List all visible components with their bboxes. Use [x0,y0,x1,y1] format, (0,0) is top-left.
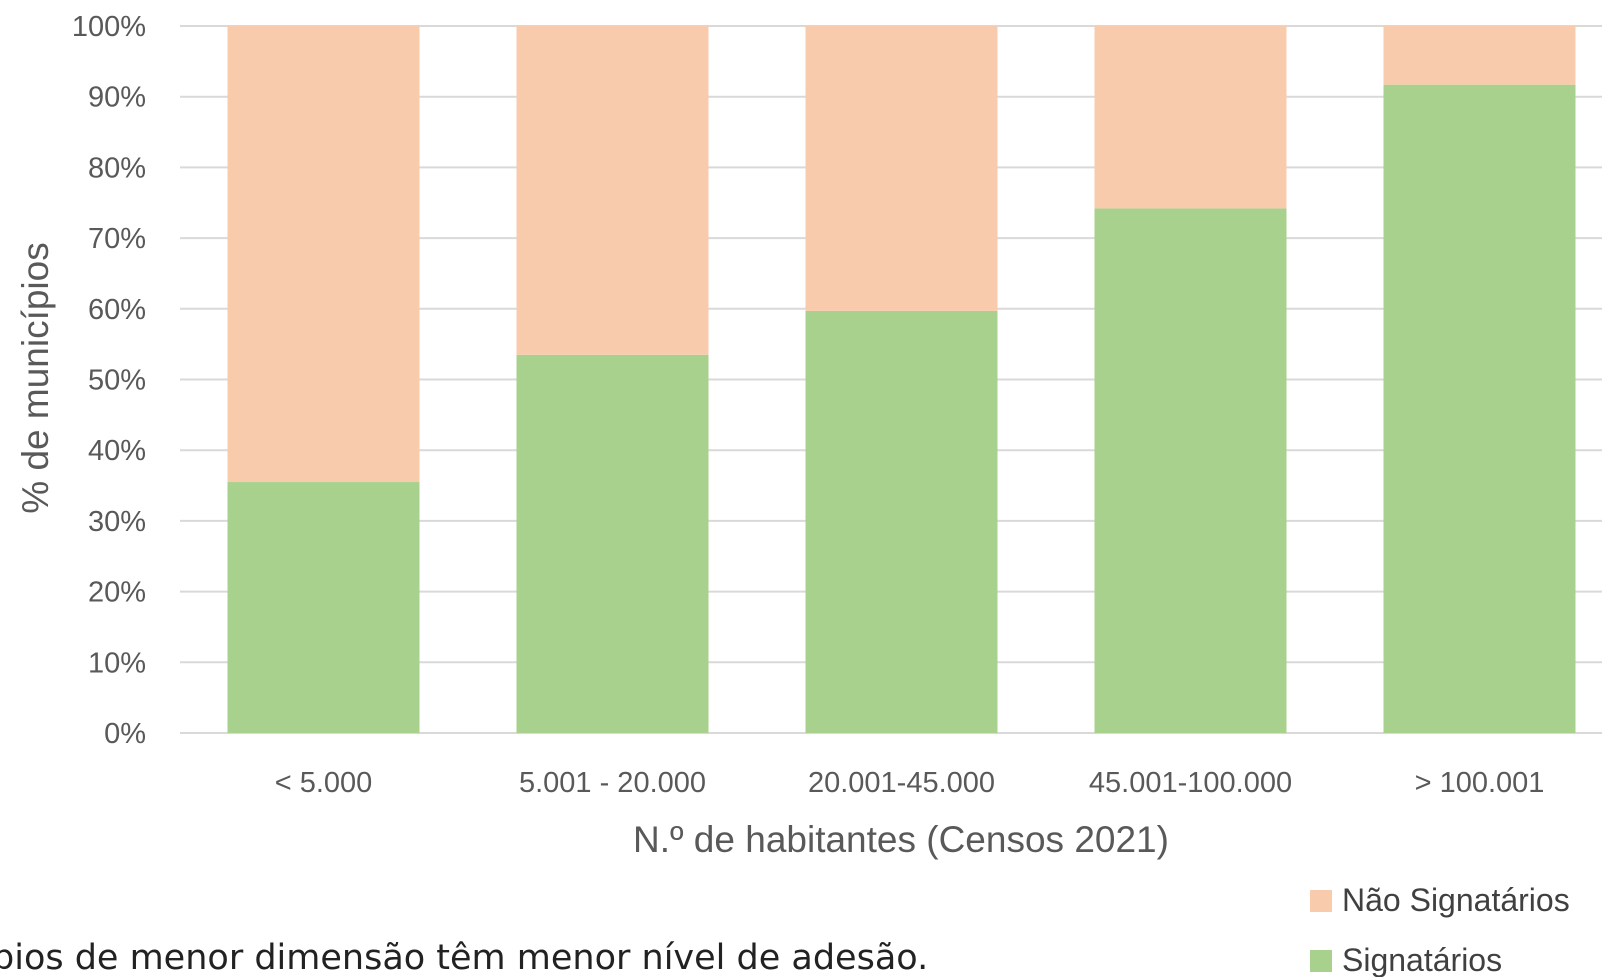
bar-nao-signatarios [1383,26,1576,85]
y-tick-label: 40% [88,435,146,467]
y-tick-label: 50% [88,365,146,397]
y-tick-label: 20% [88,577,146,609]
x-tick-label: 45.001-100.000 [1089,767,1292,799]
bar-signatarios [1383,84,1576,733]
x-axis-title: N.º de habitantes (Censos 2021) [633,819,1169,860]
x-tick-label: 20.001-45.000 [808,767,995,799]
x-tick-label: < 5.000 [275,767,373,799]
y-tick-label: 30% [88,506,146,538]
caption-text: pios de menor dimensão têm menor nível d… [0,938,929,978]
x-tick-label: > 100.001 [1415,767,1545,799]
legend: Não Signatários Signatários [1310,882,1570,977]
bar-nao-signatarios [805,26,998,311]
y-tick-labels: 0% 10% 20% 30% 40% 50% 60% 70% 80% 90% 100% [72,11,146,750]
bar-nao-signatarios [227,26,420,483]
y-tick-label: 80% [88,152,146,184]
x-tick-label: 5.001 - 20.000 [519,767,706,799]
bars [227,26,1576,733]
y-tick-label: 90% [88,82,146,114]
bar-signatarios [227,482,420,733]
y-tick-label: 100% [72,11,146,43]
y-tick-label: 10% [88,647,146,679]
legend-label: Não Signatários [1342,882,1570,918]
legend-swatch [1310,890,1332,912]
y-tick-label: 0% [104,718,146,750]
y-axis-title: % de municípios [15,242,56,513]
legend-swatch [1310,950,1332,972]
bar-signatarios [1094,208,1287,733]
bar-signatarios [516,354,709,733]
bar-nao-signatarios [516,26,709,355]
y-tick-label: 60% [88,294,146,326]
y-tick-label: 70% [88,223,146,255]
bar-nao-signatarios [1094,26,1287,209]
x-tick-labels: < 5.000 5.001 - 20.000 20.001-45.000 45.001… [275,767,1545,799]
bar-signatarios [805,310,998,733]
legend-label: Signatários [1342,942,1502,977]
